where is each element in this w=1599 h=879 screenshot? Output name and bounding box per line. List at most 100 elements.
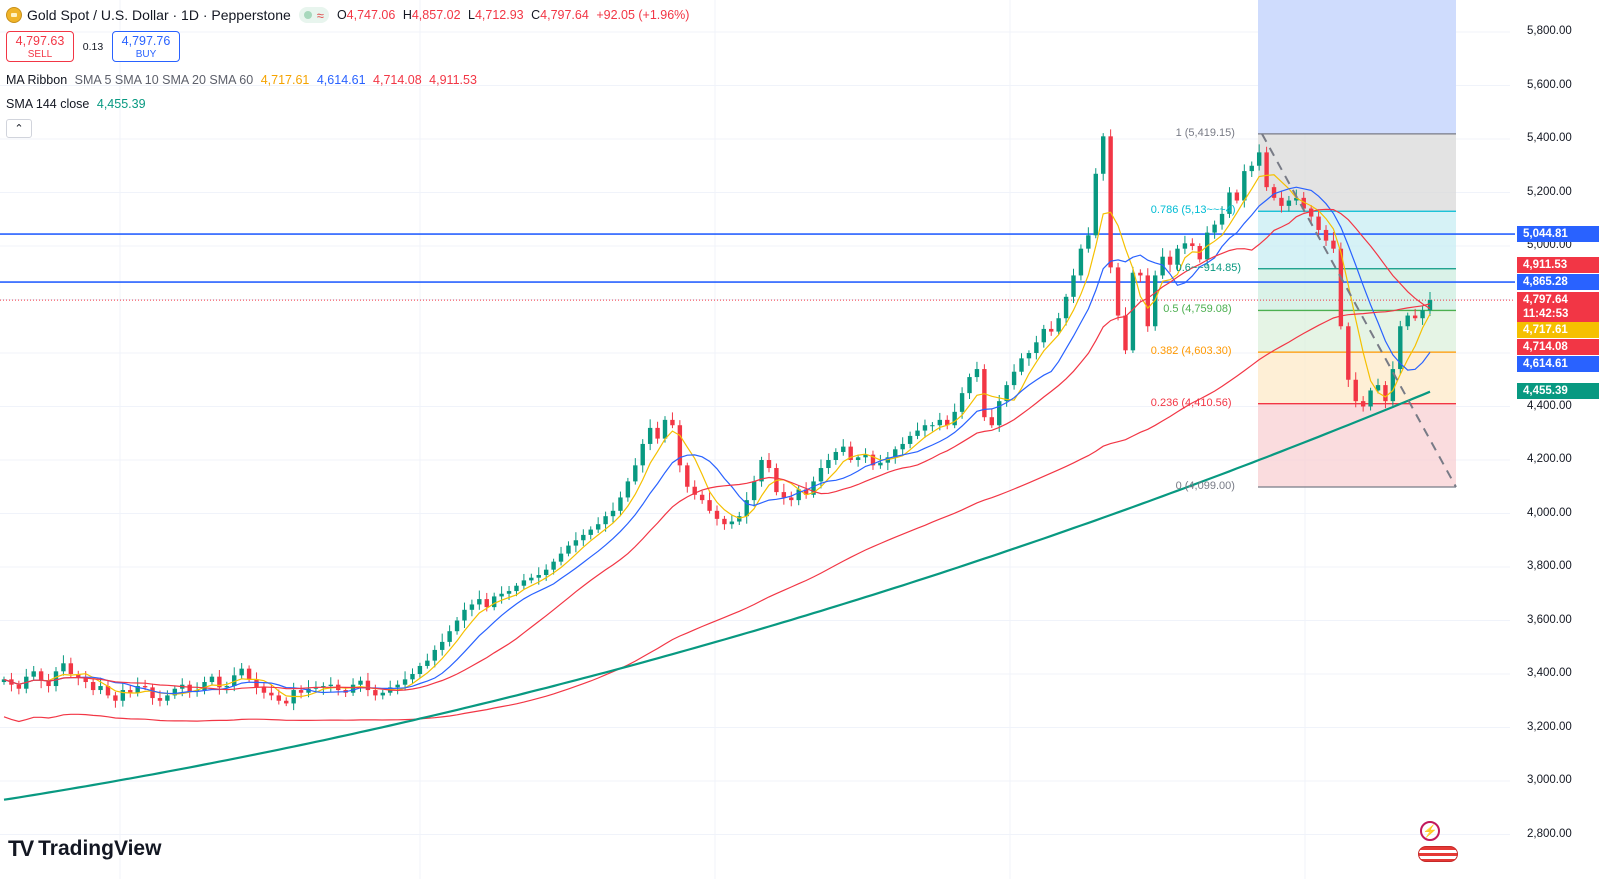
- candle-body: [53, 671, 59, 687]
- candle-body: [945, 419, 950, 426]
- candle-body: [284, 700, 289, 704]
- candle-body: [1130, 272, 1136, 351]
- candle-body: [217, 676, 222, 688]
- candle-body: [974, 369, 980, 378]
- sma10-line: [3, 186, 1431, 695]
- candle-body: [477, 599, 482, 605]
- candle-body: [358, 680, 363, 685]
- candle-body: [395, 684, 400, 688]
- candle-body: [818, 468, 824, 482]
- candle-body: [484, 599, 489, 608]
- symbol-title[interactable]: Gold Spot / U.S. Dollar · 1D · Peppersto…: [27, 7, 291, 23]
- candle-body: [135, 686, 140, 693]
- candle-body: [76, 674, 81, 679]
- candle-body: [432, 649, 437, 661]
- candle-body: [967, 377, 972, 394]
- ohlc-high: 4,857.02: [411, 8, 461, 22]
- chevron-up-icon: ⌃: [14, 123, 24, 135]
- candle-body: [224, 686, 230, 688]
- price-tag: 4,614.61: [1517, 356, 1599, 372]
- candle-body: [276, 695, 282, 701]
- candle-body: [1249, 165, 1254, 172]
- sma144-legend[interactable]: SMA 144 close 4,455.39: [6, 97, 150, 111]
- lightning-icon[interactable]: ⚡: [1420, 821, 1440, 841]
- price-axis-label: 4,200.00: [1527, 453, 1572, 465]
- price-axis-label: 5,200.00: [1527, 185, 1572, 198]
- candle-body: [172, 688, 178, 696]
- candle-body: [454, 620, 460, 632]
- candle-body: [105, 686, 111, 696]
- candle-body: [930, 425, 935, 427]
- candle-body: [677, 425, 683, 466]
- price-tag: 4,717.61: [1517, 322, 1599, 338]
- candle-body: [833, 451, 839, 460]
- candle-body: [855, 457, 861, 460]
- candle-body: [529, 577, 534, 581]
- candle-body: [997, 401, 1002, 426]
- candle-body: [826, 460, 831, 469]
- candle-body: [1271, 187, 1277, 198]
- candle-body: [900, 443, 905, 450]
- price-axis-label: 4,400.00: [1527, 399, 1572, 412]
- price-axis-label: 5,400.00: [1527, 132, 1572, 144]
- candle-body: [907, 435, 913, 444]
- buy-price: 4,797.76: [121, 34, 171, 48]
- ma-ribbon-value-sma5: 4,717.61: [260, 73, 310, 87]
- candle-body: [239, 668, 244, 676]
- candle-body: [1346, 326, 1351, 380]
- candle-body: [692, 486, 697, 495]
- candle-body: [425, 660, 430, 666]
- candle-body: [1004, 385, 1009, 402]
- sell-button[interactable]: 4,797.63 SELL: [6, 31, 74, 62]
- candle-body: [1019, 358, 1024, 372]
- fib-zone: [1258, 403, 1456, 488]
- candle-body: [766, 460, 772, 469]
- market-open-dot-icon: [303, 11, 312, 19]
- candle-body: [1049, 328, 1054, 332]
- candle-body: [1323, 229, 1329, 241]
- buy-button[interactable]: 4,797.76 BUY: [112, 31, 180, 62]
- candle-body: [469, 604, 475, 610]
- candle-body: [1390, 369, 1396, 402]
- ma-ribbon-legend[interactable]: MA Ribbon SMA 5 SMA 10 SMA 20 SMA 60 4,7…: [6, 73, 481, 87]
- candle-body: [558, 553, 564, 562]
- candle-body: [90, 682, 96, 691]
- candle-body: [1375, 385, 1381, 391]
- fib-level-label: 0.786 (5,13~~~4): [1150, 204, 1236, 217]
- collapse-legend-button[interactable]: ⌃: [6, 119, 32, 138]
- candle-body: [1383, 385, 1388, 402]
- candle-body: [1301, 197, 1306, 209]
- candle-body: [165, 695, 170, 701]
- candle-body: [410, 674, 415, 680]
- candle-body: [1063, 296, 1069, 319]
- candle-body: [157, 698, 163, 701]
- candle-body: [1026, 353, 1032, 359]
- candle-body: [246, 668, 252, 680]
- projection-line: [1261, 133, 1457, 488]
- candle-body: [350, 684, 356, 693]
- tradingview-logo[interactable]: TV TradingView: [8, 836, 161, 862]
- candle-body: [841, 446, 846, 452]
- candle-body: [1123, 315, 1128, 351]
- candle-body: [1412, 315, 1418, 319]
- price-axis-label: 5,800.00: [1527, 25, 1572, 37]
- candle-body: [439, 641, 445, 650]
- market-status-pill[interactable]: ≈: [298, 7, 329, 23]
- candle-body: [1160, 256, 1165, 276]
- sma144-label: SMA 144 close: [6, 97, 90, 111]
- us-flag-icon[interactable]: [1418, 846, 1458, 862]
- price-axis-label: 2,800.00: [1527, 827, 1572, 840]
- fib-level-label: 0.382 (4,603.30): [1150, 345, 1232, 358]
- candle-body: [269, 692, 274, 696]
- candle-body: [789, 497, 794, 501]
- candle-body: [254, 679, 259, 688]
- candle-body: [959, 393, 965, 412]
- candle-body: [581, 534, 586, 541]
- candle-body: [514, 585, 519, 592]
- candle-body: [1041, 328, 1046, 343]
- candle-body: [685, 465, 690, 487]
- candle-body: [402, 679, 408, 685]
- candle-body: [31, 671, 36, 677]
- candle-body: [1264, 152, 1269, 188]
